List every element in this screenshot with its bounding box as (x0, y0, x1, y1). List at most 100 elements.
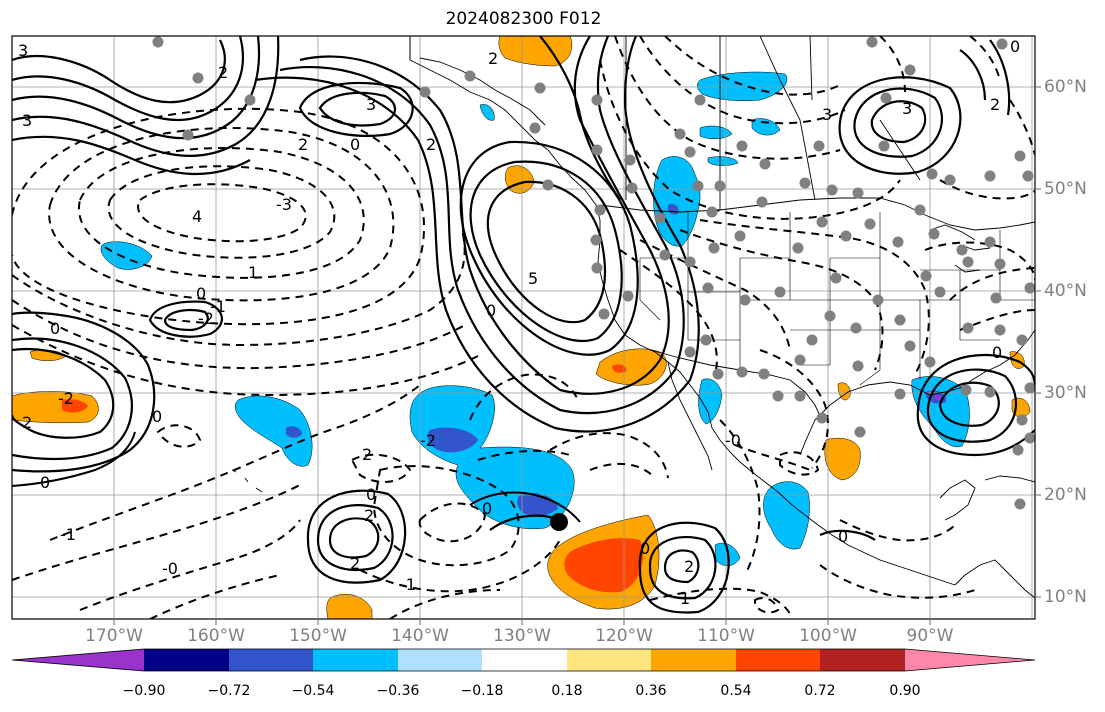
contour-lines (12, 36, 1035, 619)
contour-label: 2 (218, 63, 228, 82)
colorbar-tick-label: 0.54 (720, 683, 752, 699)
colorbar-tick-label: −0.72 (207, 683, 251, 699)
us-mexico-border (649, 349, 823, 421)
colorbar-segment (482, 649, 567, 671)
station-dots (152, 36, 1035, 510)
contour-label: 3 (18, 41, 28, 60)
colorbar-tick-label: −0.54 (291, 683, 335, 699)
contour-label: 1 (680, 589, 690, 608)
contour-label: 3 (822, 105, 832, 124)
contour-label: 0 (640, 539, 650, 558)
map-title: 2024082300 F012 (445, 9, 602, 29)
lat-label-60n: 60°N (1044, 77, 1087, 97)
contour-label: 0 (482, 499, 492, 518)
lon-label-100w: 100°W (799, 626, 857, 646)
contour-label: 2 (362, 445, 372, 464)
contour-label: 2 (350, 554, 360, 573)
colorbar-segment (651, 649, 736, 671)
colorbar-tick-label: −0.18 (460, 683, 504, 699)
neg-area-west (235, 395, 313, 467)
contour-label: -1 (210, 297, 226, 316)
contour-label: 2 (298, 135, 308, 154)
pos-area-texas (837, 382, 851, 401)
colorbar-segment (313, 649, 398, 671)
lon-label-120w: 120°W (595, 626, 653, 646)
contour-label: 0 (838, 527, 848, 546)
pos-area-socal-red (612, 364, 627, 373)
neg-area-gulf-purple (934, 395, 941, 400)
contour-label: 3 (366, 95, 376, 114)
central-america (954, 559, 1035, 599)
lon-label-130w: 130°W (493, 626, 551, 646)
colorbar-tick-label: 0.90 (889, 683, 921, 699)
lat-label-50n: 50°N (1044, 179, 1087, 199)
colorbar-outline (11, 648, 1036, 672)
contour-label: 2 (684, 557, 694, 576)
lon-label-90w: 90°W (906, 626, 954, 646)
lat-label-40n: 40°N (1044, 281, 1087, 301)
map-frame (11, 35, 1036, 620)
shaded-anomalies (12, 36, 1031, 619)
colorbar-segment (820, 649, 905, 671)
colorbar-max-extend (905, 649, 1035, 671)
yucatan-coast (939, 479, 976, 521)
lat-label-10n: 10°N (1044, 587, 1087, 607)
neg-area-bc (479, 104, 495, 121)
contour-label: -1 (60, 525, 76, 544)
contour-label: 0 (50, 319, 60, 338)
gulf-coast (799, 329, 1035, 456)
lat-label-20n: 20°N (1044, 485, 1087, 505)
colorbar-segment (229, 649, 313, 671)
storm-center-marker (550, 513, 568, 531)
contour-label: 2 (488, 49, 498, 68)
lon-label-110w: 110°W (697, 626, 755, 646)
contour-label: 0 (486, 301, 496, 320)
pos-area-south-central-red (564, 538, 644, 593)
contour-label: -0 (162, 559, 178, 578)
colorbar-tick-label: 0.72 (804, 683, 836, 699)
hawaii-islands (231, 469, 263, 493)
contour-label: -0 (725, 431, 741, 450)
colorbar-tick-label: −0.36 (376, 683, 420, 699)
lon-label-140w: 140°W (391, 626, 449, 646)
neg-area-west-dark (286, 426, 302, 438)
contour-label: 0 (152, 407, 162, 426)
pos-area-sw-small (326, 594, 373, 619)
contour-label: 0 (40, 473, 50, 492)
colorbar-min-extend (12, 649, 144, 671)
contour-label: 0 (366, 485, 376, 504)
axis-ticks (113, 86, 1041, 625)
contour-label: 2 (22, 413, 32, 432)
colorbar-segment (144, 649, 229, 671)
pos-area-socal (595, 348, 667, 386)
pos-area-alaska (498, 36, 573, 67)
colorbar-tick-label: 0.18 (551, 683, 583, 699)
contour-label: -2 (58, 389, 74, 408)
lon-label-170w: 170°W (85, 626, 143, 646)
neg-area-mexico (763, 481, 810, 550)
contour-label: 3 (22, 111, 32, 130)
contour-label: 5 (528, 269, 538, 288)
contour-label: -3 (276, 195, 292, 214)
pos-area-mexico-east (824, 437, 861, 481)
neg-area-canada-4 (707, 156, 739, 166)
contour-label: -2 (420, 431, 436, 450)
lat-lon-grid (12, 36, 1035, 619)
colorbar-tick-label: −0.90 (122, 683, 166, 699)
contour-label: -1 (400, 575, 416, 594)
contour-labels: 3 3 2 2 3 2 0 2 3 0 3 2 5 4 -3 1 0 0 -1 … (18, 37, 1020, 608)
contour-label: 0 (992, 343, 1002, 362)
contour-label: -2 (198, 309, 214, 328)
colorbar-segment (567, 649, 651, 671)
colorbar (11, 648, 1036, 672)
contour-label: 2 (364, 506, 374, 525)
neg-area-baja (698, 378, 723, 425)
neg-area-canada-1 (697, 71, 788, 101)
lon-label-160w: 160°W (187, 626, 245, 646)
pos-area-hawaii-red (62, 399, 88, 413)
baja-coast (667, 361, 713, 471)
contour-label: 0 (350, 135, 360, 154)
contour-label: 1 (248, 263, 258, 282)
colorbar-segment (736, 649, 820, 671)
